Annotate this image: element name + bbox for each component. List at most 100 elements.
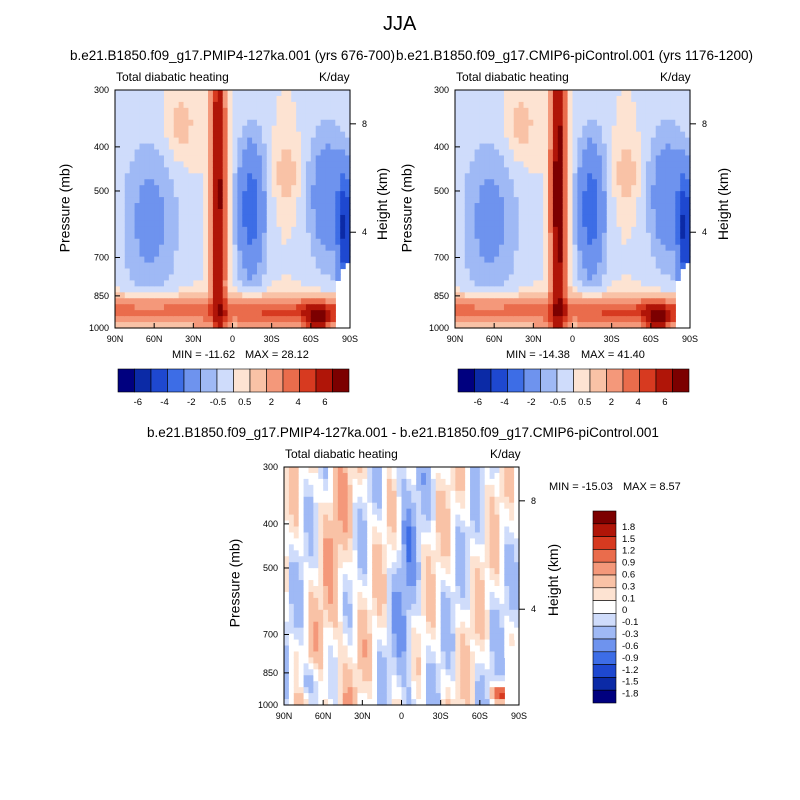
heat-cell <box>675 131 681 139</box>
heat-cell <box>232 304 238 311</box>
heat-cell <box>636 131 642 139</box>
heat-cell <box>601 179 608 186</box>
heat-cell <box>154 185 160 192</box>
heat-cell <box>406 490 412 498</box>
heat-cell <box>288 621 295 629</box>
heat-cell <box>154 209 160 216</box>
heat-cell <box>124 298 131 305</box>
heat-cell <box>342 627 349 635</box>
heat-cell <box>288 514 295 522</box>
heat-cell <box>261 113 268 121</box>
heat-cell <box>347 508 354 516</box>
heat-cell <box>208 161 214 168</box>
heat-cell <box>675 256 681 264</box>
heat-cell <box>538 286 544 293</box>
heat-cell <box>261 304 268 311</box>
heat-cell <box>567 137 574 145</box>
heat-cell <box>291 119 297 127</box>
heat-cell <box>621 292 627 299</box>
heat-cell <box>606 274 613 281</box>
heat-cell <box>193 113 199 121</box>
heat-cell <box>308 508 314 516</box>
heat-cell <box>538 197 544 204</box>
heat-cell <box>381 574 388 581</box>
heat-cell <box>562 173 569 180</box>
heat-cell <box>543 250 549 258</box>
heat-cell <box>406 568 412 575</box>
heat-cell <box>256 322 263 329</box>
heat-cell <box>217 167 224 174</box>
heat-cell <box>203 161 209 168</box>
heat-cell <box>337 544 344 551</box>
heat-cell <box>266 203 273 210</box>
heat-cell <box>332 562 339 569</box>
heat-cell <box>499 322 505 329</box>
heat-cell <box>337 657 344 664</box>
heat-cell <box>362 472 368 480</box>
heat-cell <box>406 651 412 658</box>
heat-cell <box>469 298 476 305</box>
heat-cell <box>222 101 229 109</box>
heat-cell <box>533 262 539 270</box>
heat-cell <box>335 95 341 103</box>
heat-cell <box>247 209 253 216</box>
heat-cell <box>208 149 214 157</box>
heat-cell <box>655 322 662 329</box>
heat-cell <box>489 238 495 246</box>
heat-cell <box>513 238 520 246</box>
heat-cell <box>377 514 383 522</box>
heat-cell <box>645 262 652 270</box>
heat-cell <box>416 663 422 670</box>
heat-cell <box>548 286 554 293</box>
heat-cell <box>298 609 305 617</box>
heat-cell <box>636 107 642 115</box>
heat-cell <box>345 191 351 198</box>
heat-cell <box>159 173 165 180</box>
heat-cell <box>318 609 324 617</box>
heat-cell <box>271 113 278 121</box>
heat-cell <box>479 250 485 258</box>
heat-cell <box>227 244 234 252</box>
heat-cell <box>362 538 368 545</box>
heat-cell <box>543 256 549 264</box>
heat-cell <box>308 490 314 498</box>
heat-cell <box>323 532 329 539</box>
heat-cell <box>252 197 258 204</box>
heat-cell <box>499 310 505 317</box>
heat-cell <box>315 167 322 174</box>
heat-cell <box>557 203 564 210</box>
heat-cell <box>188 95 194 103</box>
heat-cell <box>328 603 334 611</box>
heat-cell <box>592 298 598 305</box>
heat-cell <box>362 556 368 563</box>
heat-cell <box>611 256 618 264</box>
heat-cell <box>636 155 642 162</box>
heat-cell <box>411 627 417 635</box>
heat-cell <box>606 262 613 270</box>
heat-cell <box>367 550 373 557</box>
heat-cell <box>129 280 136 287</box>
heat-cell <box>203 191 209 198</box>
heat-cell <box>636 113 642 121</box>
heat-cell <box>631 232 637 240</box>
heat-cell <box>611 179 618 186</box>
heat-cell <box>513 173 520 180</box>
heat-cell <box>631 250 637 258</box>
heat-cell <box>552 125 559 133</box>
heat-cell <box>328 699 334 706</box>
heat-cell <box>203 238 209 246</box>
heat-cell <box>325 238 332 246</box>
heat-cell <box>159 119 165 127</box>
heat-cell <box>562 197 569 204</box>
heat-cell <box>528 155 534 162</box>
heat-cell <box>340 226 346 234</box>
heat-cell <box>308 496 314 504</box>
heat-cell <box>271 179 278 186</box>
heat-cell <box>645 197 652 204</box>
heat-cell <box>183 191 190 198</box>
heat-cell <box>303 532 310 539</box>
heat-cell <box>562 107 569 115</box>
heat-cell <box>416 669 422 676</box>
heat-cell <box>459 280 466 287</box>
heat-cell <box>377 669 383 676</box>
